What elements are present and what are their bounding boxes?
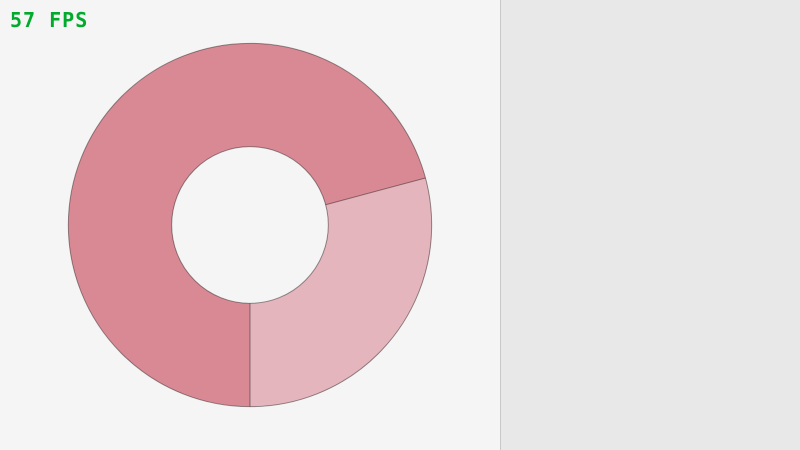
ring-outlines [67,42,433,408]
ring-outer-outline [67,42,433,408]
control-panel: StartAngle -255.00 EndAngle 360.00 Inner… [500,0,800,450]
ring-inner-outline [171,146,329,304]
ring-chart [67,42,433,408]
ring-inner-hole [171,146,329,304]
fps-counter: 57 FPS [10,8,89,32]
ring-start-angle-line [325,177,426,206]
